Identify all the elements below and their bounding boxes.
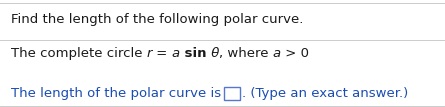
Text: , where: , where — [219, 47, 273, 60]
Text: Find the length of the following polar curve.: Find the length of the following polar c… — [11, 13, 303, 26]
Text: =: = — [152, 47, 172, 60]
Text: > 0: > 0 — [281, 47, 309, 60]
Text: The length of the polar curve is: The length of the polar curve is — [11, 87, 221, 100]
Text: . (Type an exact answer.): . (Type an exact answer.) — [242, 87, 409, 100]
Text: a: a — [273, 47, 281, 60]
FancyBboxPatch shape — [224, 87, 240, 100]
Text: sin: sin — [180, 47, 206, 60]
Text: The complete circle: The complete circle — [11, 47, 147, 60]
Text: θ: θ — [206, 47, 219, 60]
Text: a: a — [172, 47, 180, 60]
Text: r: r — [147, 47, 152, 60]
